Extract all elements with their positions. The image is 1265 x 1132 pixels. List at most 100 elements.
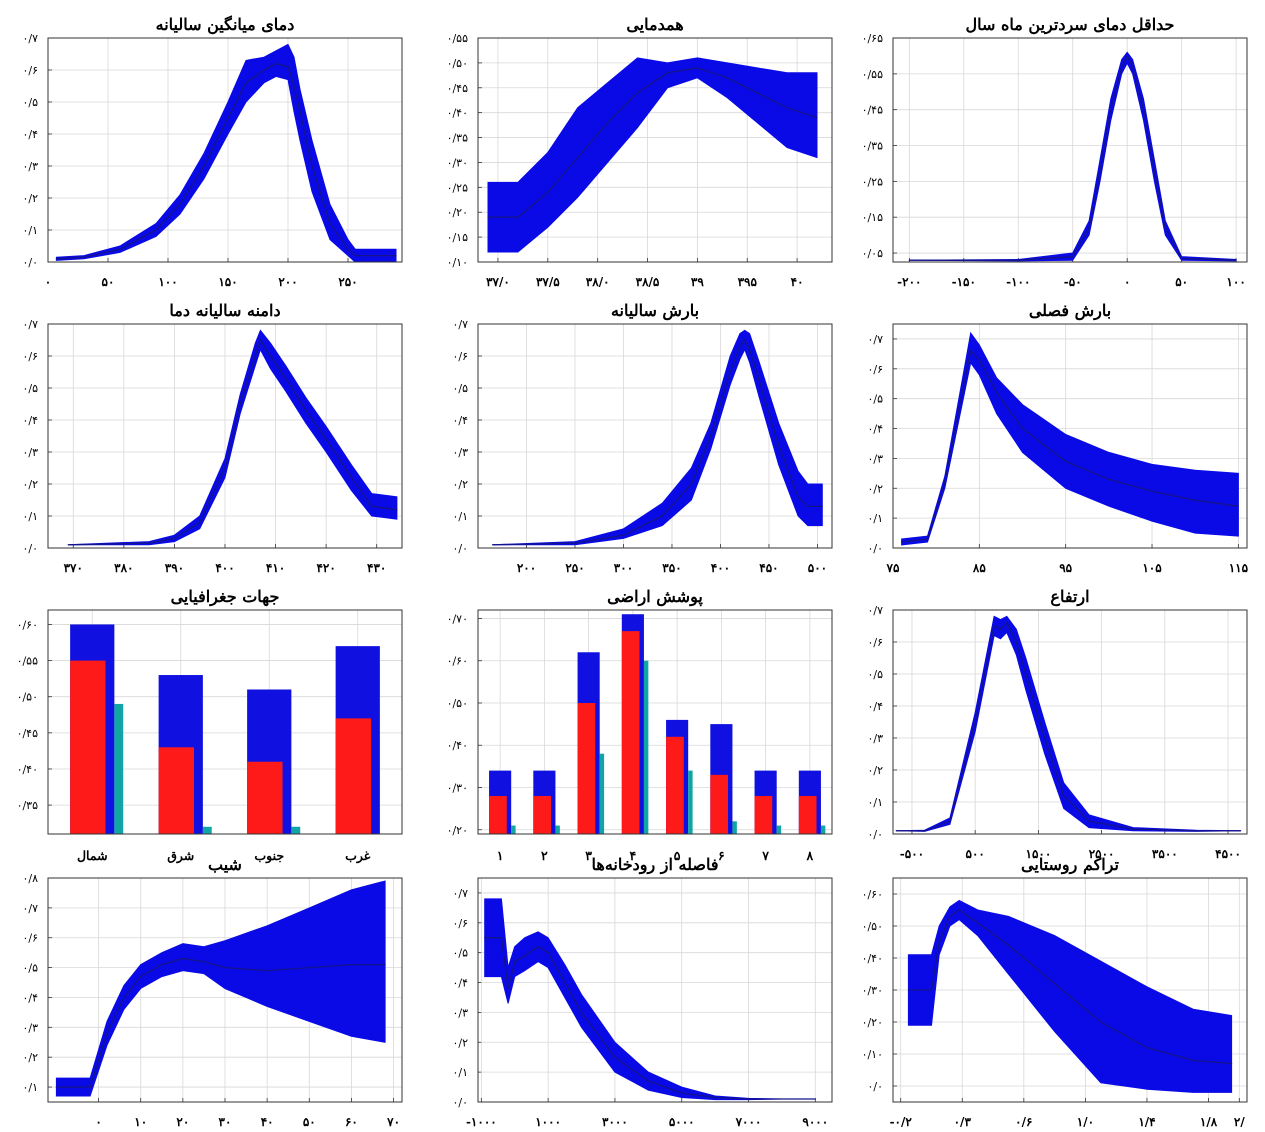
y-tick-label: ۰/۳ — [452, 1006, 468, 1019]
mean-point — [938, 941, 940, 943]
mean-point — [970, 350, 972, 352]
mean-point — [930, 989, 933, 991]
y-tick-label: ۰/۳۰ — [447, 782, 468, 795]
y-tick-label: ۰/۳۵ — [17, 799, 39, 812]
x-tick-label: ۲۵۰ — [565, 561, 584, 575]
chart-p1: ۰/۰ ۰/۱ ۰/۲ ۰/۳ ۰/۴ ۰/۵ ۰/۶ ۰/۷ دمای میانگین سال… — [22, 15, 403, 289]
plot-border — [477, 323, 833, 549]
x-tick-label: ۲۵۰ — [338, 275, 357, 289]
mean-point — [1017, 259, 1019, 261]
y-tick-label: ۰/۸ — [22, 872, 38, 885]
y-tick-label: ۰/۳ — [867, 732, 883, 745]
x-tick-label: ۱/۴ — [1138, 1115, 1155, 1129]
mean-point — [155, 229, 157, 231]
panel-rural-density: ۰/۰ ۰/۱۰ ۰/۲۰ ۰/۳۰ ۰/۴۰ ۰/۵۰ ۰/۶۰ تراکم روستایی… — [845, 850, 1265, 1132]
mean-point — [993, 625, 995, 627]
plot-border — [47, 609, 403, 835]
x-tick-label: ۵۰ — [303, 1115, 316, 1129]
x-tick-label: ۹۰۰۰ — [802, 1115, 828, 1129]
y-tick-label: ۰/۵۰ — [17, 691, 38, 704]
panel-title: بارش فصلی — [1029, 301, 1111, 321]
x-tick-label: ۳۰۰ — [614, 561, 633, 575]
category-label: ۲ — [541, 848, 548, 863]
y-tick-label: ۰/۶۰ — [17, 618, 38, 631]
mean-point — [182, 958, 184, 960]
x-tick-label: -۲۰۰ — [897, 275, 921, 289]
y-tick-label: ۰/۵۵ — [447, 32, 469, 45]
y-tick-label: ۰/۴۰ — [447, 739, 468, 752]
chart-p7: ۰/۳۵ ۰/۴۰ ۰/۴۵ ۰/۵۰ ۰/۵۵ ۰/۶۰ جهات جغرافیایی شم… — [17, 587, 403, 864]
mean-point — [123, 996, 125, 999]
bar-series-2 — [666, 736, 684, 834]
mean-point — [739, 345, 741, 347]
panel-title: تراکم روستایی — [1021, 855, 1119, 875]
y-tick-label: ۰/۷ — [452, 887, 468, 900]
x-tick-label: ۶۰ — [345, 1115, 358, 1129]
x-tick-label: ۳۷۰ — [64, 561, 83, 575]
mean-point — [1110, 109, 1112, 111]
mean-point — [607, 122, 609, 124]
mean-point — [807, 505, 809, 507]
panel-title: جهات جغرافیایی — [171, 587, 280, 607]
panel-annual-precip: ۰/۰ ۰/۱ ۰/۲ ۰/۳ ۰/۴ ۰/۵ ۰/۶ ۰/۷ بارش سالیانه ۲۰۰ ۲… — [430, 296, 850, 578]
mean-point — [636, 92, 639, 94]
y-tick-label: ۰/۵ — [22, 382, 38, 395]
x-tick-label: ۳۵۰۰ — [1152, 847, 1178, 861]
mean-point — [1054, 983, 1056, 985]
mean-point — [901, 541, 903, 543]
mean-point — [491, 544, 494, 546]
mean-point — [1088, 227, 1090, 229]
x-tick-label: ۴۳۰ — [367, 561, 386, 575]
y-tick-label: ۰/۱۵ — [862, 211, 884, 224]
y-tick-label: ۰/۵۰ — [862, 920, 883, 933]
y-tick-label: ۰/۰۵ — [862, 247, 884, 260]
category-label: ۸ — [806, 848, 815, 863]
mean-point — [547, 952, 549, 954]
y-tick-label: ۰/۴ — [452, 977, 468, 990]
bar-series-3 — [511, 825, 516, 834]
x-tick-label: ۵۰۰۰ — [669, 1115, 695, 1129]
chart-p11: ۰/۰ ۰/۱ ۰/۲ ۰/۳ ۰/۴ ۰/۵ ۰/۶ ۰/۷ فاصله از رودخانه… — [452, 855, 833, 1129]
x-tick-label: ۳۸/۵ — [636, 275, 660, 289]
category-label: شرق — [167, 848, 195, 864]
panel-title: بارش سالیانه — [611, 301, 699, 321]
x-tick-label: ۵۰ — [1175, 275, 1188, 289]
x-tick-label: ۰ — [1124, 275, 1130, 289]
mean-point — [224, 967, 226, 969]
mean-point — [1100, 1021, 1102, 1023]
mean-point — [1108, 478, 1110, 480]
mean-point — [547, 191, 549, 193]
mean-point — [1235, 259, 1237, 261]
mean-point — [666, 72, 669, 74]
y-tick-label: ۰/۲ — [22, 1051, 38, 1064]
mean-point — [285, 377, 287, 379]
x-tick-label: ۳۹ — [691, 275, 704, 289]
mean-point — [907, 989, 909, 991]
mean-point — [89, 1086, 91, 1088]
x-tick-label: ۴۰۰ — [215, 561, 234, 575]
x-tick-label: ۳۵۰ — [662, 561, 681, 575]
y-tick-label: ۰/۵۵ — [17, 655, 39, 668]
y-tick-label: ۰/۳۰ — [862, 984, 883, 997]
mean-point — [263, 69, 265, 71]
mean-response-line — [908, 909, 1232, 1065]
y-tick-label: ۰/۵۵ — [862, 68, 884, 81]
x-tick-label: -۵۰۰ — [900, 847, 924, 861]
x-tick-label: ۰/۳ — [954, 1115, 972, 1129]
x-tick-label: ۱۵۰۰ — [1026, 847, 1052, 861]
x-tick-label: ۳۸۰ — [114, 561, 133, 575]
bar-series-2 — [489, 795, 507, 834]
y-tick-label: ۰/۵ — [22, 96, 38, 109]
mean-point — [371, 505, 373, 507]
y-tick-label: ۰/۲ — [452, 478, 468, 491]
y-tick-label: ۰/۴۵ — [862, 104, 884, 117]
x-tick-label: ۴۵۰۰ — [1215, 847, 1241, 861]
bar-series-2 — [577, 702, 596, 834]
bar-series-3 — [291, 826, 301, 834]
x-tick-label: ۵۰۰ — [808, 561, 827, 575]
mean-point — [106, 1032, 108, 1034]
y-tick-label: ۰/۳ — [452, 446, 468, 459]
y-tick-label: ۰/۵ — [22, 962, 38, 975]
mean-point — [203, 961, 205, 963]
mean-point — [977, 922, 979, 924]
